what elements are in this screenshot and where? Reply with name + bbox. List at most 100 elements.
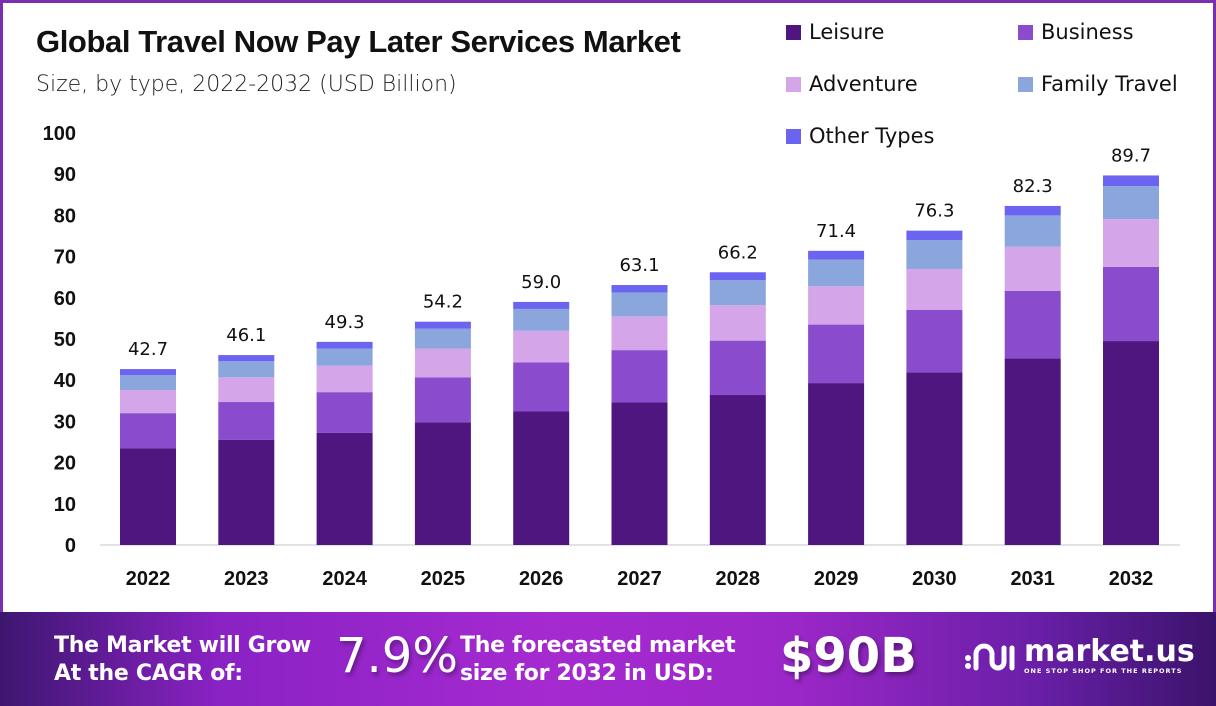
bar-segment-leisure [414, 422, 471, 545]
bar-segment-business [316, 392, 373, 433]
y-tick-label: 10 [54, 494, 76, 516]
bar-stack-2027 [611, 285, 668, 545]
bar-segment-other-types [1004, 205, 1061, 216]
total-data-label: 66.2 [718, 242, 758, 263]
legend-item-other-types: Other Types [786, 124, 934, 148]
bar-segment-family-travel [513, 308, 570, 331]
x-tick-label: 2026 [519, 568, 564, 590]
y-tick-label: 40 [54, 370, 76, 392]
bar-segment-leisure [513, 411, 570, 545]
x-tick-label: 2029 [814, 568, 859, 590]
bar-stack-2024 [316, 341, 373, 545]
bar-segment-business [414, 377, 471, 423]
y-tick-label: 50 [54, 329, 76, 351]
legend-swatch-family-travel [1018, 76, 1033, 92]
total-labels: 42.7 46.1 49.3 54.2 59.0 63.1 66.2 71.4 76.3 82.3… [128, 145, 1151, 360]
bar-segment-business [709, 340, 766, 396]
bars [120, 175, 1159, 545]
chart-title: Global Travel Now Pay Later Services Mar… [36, 24, 681, 59]
y-tick-label: 100 [43, 123, 76, 145]
bar-segment-adventure [906, 268, 963, 310]
forecast-value: $90B [780, 628, 917, 684]
bar-segment-leisure [316, 432, 373, 545]
total-data-label: 71.4 [816, 221, 856, 242]
bar-segment-business [1004, 290, 1061, 359]
bar-segment-adventure [218, 377, 275, 403]
total-data-label: 59.0 [521, 272, 561, 293]
total-data-label: 46.1 [226, 325, 266, 346]
x-tick-label: 2027 [617, 568, 662, 590]
x-tick-label: 2030 [912, 568, 957, 590]
cagr-caption: The Market will Grow At the CAGR of: [54, 632, 311, 688]
bar-stack-2022 [120, 369, 176, 545]
bar-segment-adventure [808, 286, 865, 325]
marketus-logo[interactable]: market.us ONE STOP SHOP FOR THE REPORTS [962, 636, 1195, 676]
total-data-label: 82.3 [1013, 176, 1053, 197]
cagr-caption-line1: The Market will Grow [54, 633, 311, 658]
y-axis: 0 10 20 30 40 50 60 70 80 90 100 [43, 123, 76, 557]
bar-segment-other-types [316, 341, 373, 349]
bar-segment-leisure [906, 372, 963, 545]
bar-segment-other-types [1103, 175, 1159, 187]
bar-segment-other-types [513, 301, 570, 309]
footer-banner: The Market will Grow At the CAGR of: 7.9… [0, 612, 1216, 706]
bar-stack-2026 [513, 301, 570, 545]
legend-item-business: Business [1018, 20, 1134, 44]
bar-segment-adventure [1103, 219, 1159, 267]
bar-segment-leisure [709, 395, 766, 545]
total-data-label: 63.1 [619, 255, 659, 276]
legend: Leisure Business Adventure Family Travel… [0, 0, 1216, 160]
x-tick-label: 2031 [1010, 568, 1055, 590]
bar-segment-family-travel [316, 348, 373, 366]
y-tick-label: 80 [54, 205, 76, 227]
bar-segment-family-travel [611, 292, 668, 317]
total-data-label: 54.2 [423, 292, 463, 313]
x-tick-label: 2032 [1109, 568, 1154, 590]
chart-subtitle: Size, by type, 2022-2032 (USD Billion) [36, 72, 457, 97]
bar-segment-family-travel [1103, 186, 1159, 220]
bar-segment-business [120, 413, 176, 449]
marketus-logo-icon [965, 643, 1015, 671]
x-tick-label: 2025 [421, 568, 466, 590]
bar-segment-other-types [808, 250, 865, 260]
x-tick-label: 2022 [126, 568, 171, 590]
bar-stack-2025 [414, 321, 471, 545]
bar-segment-family-travel [218, 361, 275, 378]
bar-segment-other-types [906, 230, 963, 241]
total-data-label: 42.7 [128, 339, 168, 360]
bar-segment-leisure [1103, 341, 1159, 545]
bar-segment-leisure [1004, 358, 1061, 545]
y-tick-label: 90 [54, 164, 76, 186]
bar-segment-adventure [1004, 246, 1061, 291]
bar-segment-leisure [120, 448, 176, 545]
bar-segment-business [808, 324, 865, 384]
bar-segment-adventure [513, 330, 570, 363]
legend-label: Business [1041, 20, 1134, 44]
bar-segment-adventure [316, 365, 373, 393]
bar-segment-leisure [611, 402, 668, 545]
forecast-caption: The forecasted market size for 2032 in U… [460, 632, 736, 688]
bar-segment-leisure [808, 383, 865, 545]
legend-label: Family Travel [1041, 72, 1178, 96]
bar-segment-family-travel [709, 280, 766, 306]
x-axis: 2022 2023 2024 2025 2026 2027 2028 2029 2030 2031… [126, 568, 1154, 590]
bar-segment-other-types [218, 355, 275, 362]
legend-item-adventure: Adventure [786, 72, 918, 96]
bar-segment-other-types [120, 369, 176, 376]
bar-segment-business [611, 350, 668, 403]
logo-name: market.us [1024, 634, 1195, 669]
forecast-caption-line1: The forecasted market [460, 633, 736, 658]
legend-label: Other Types [809, 124, 935, 148]
x-tick-label: 2028 [716, 568, 761, 590]
bar-segment-family-travel [120, 375, 176, 391]
bar-segment-other-types [414, 321, 471, 329]
bar-segment-leisure [218, 439, 275, 545]
bar-segment-other-types [611, 285, 668, 293]
legend-swatch-leisure [786, 24, 801, 40]
x-tick-label: 2024 [322, 568, 367, 590]
bar-segment-adventure [611, 316, 668, 351]
bar-stack-2032 [1103, 175, 1159, 545]
bar-segment-business [906, 309, 963, 373]
bar-segment-business [218, 402, 275, 440]
legend-swatch-adventure [786, 76, 801, 92]
